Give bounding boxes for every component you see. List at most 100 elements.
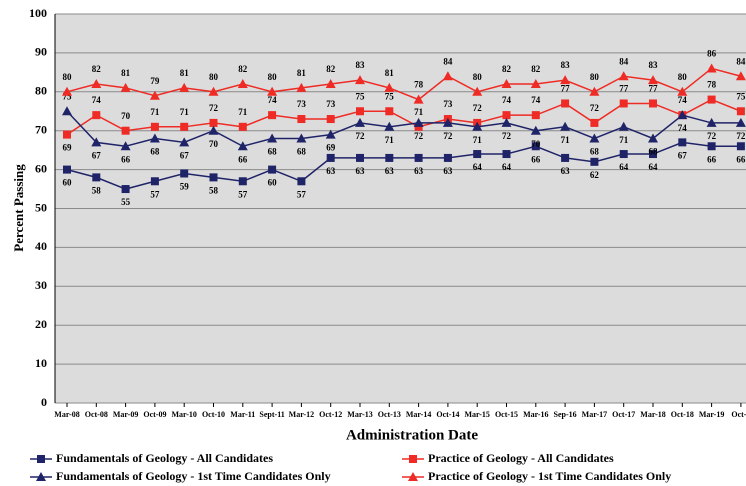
x-tick-label: Oct-08 [85,410,108,419]
data-label: 72 [502,131,512,141]
legend-label: Practice of Geology - 1st Time Candidate… [428,469,671,483]
data-label: 80 [590,72,600,82]
x-tick-label: Mar-08 [54,410,79,419]
data-point [384,82,395,92]
data-point [649,150,657,159]
x-tick-label: Mar-11 [230,410,255,419]
data-point [619,150,628,159]
series-line [66,98,742,136]
data-point [296,82,307,92]
data-label: 78 [707,80,717,90]
data-point [91,79,102,89]
data-label: 74 [502,95,512,105]
x-tick-label: Mar-19 [699,410,724,419]
data-label: 66 [531,154,541,164]
y-tick-label: 0 [41,395,47,409]
data-label: 78 [414,80,424,90]
data-point [326,115,335,124]
data-point [678,138,687,147]
legend-label: Fundamentals of Geology - All Candidates [56,451,273,465]
data-label: 68 [649,147,659,157]
data-point [472,121,483,131]
data-label: 63 [561,166,571,176]
data-label: 57 [238,189,248,199]
data-point [150,122,159,131]
data-point [325,129,336,139]
data-point [442,71,453,81]
data-point [209,118,218,127]
data-label: 86 [707,49,717,59]
data-point [413,117,424,127]
y-axis-label: Percent Passing [11,164,26,252]
data-label: 82 [238,64,248,74]
data-point [472,86,483,96]
data-label: 57 [150,189,160,199]
data-point [531,142,540,151]
data-label: 74 [531,95,541,105]
data-label: 58 [209,185,219,195]
x-tick-label: Mar-18 [640,410,665,419]
data-point [209,173,218,182]
data-label: 70 [531,139,541,149]
data-label: 59 [180,182,190,192]
data-point [589,86,600,96]
data-label: 64 [649,162,659,172]
data-label: 72 [473,103,483,113]
data-label: 74 [678,123,688,133]
data-label: 68 [297,147,307,157]
x-tick-label: Oct-17 [612,410,635,419]
data-label: 80 [63,72,73,82]
data-point [414,153,423,162]
data-point [618,121,629,131]
data-label: 84 [736,56,746,66]
data-point [443,153,452,162]
data-point [355,75,365,85]
y-tick-label: 30 [35,278,47,292]
data-point [297,115,306,124]
x-tick-label: Mar-14 [406,410,431,419]
data-point [619,99,628,108]
data-point [356,153,364,162]
data-label: 57 [297,189,307,199]
data-label: 83 [649,60,659,70]
data-point [326,153,335,162]
data-label: 72 [736,131,746,141]
data-label: 69 [63,143,73,153]
y-tick-label: 80 [35,84,47,98]
data-point [473,150,482,159]
data-label: 66 [238,154,248,164]
data-label: 64 [473,162,483,172]
data-label: 68 [590,147,600,157]
y-tick-label: 20 [35,317,47,331]
data-label: 79 [150,76,160,86]
data-point [648,133,658,143]
data-label: 81 [121,68,131,78]
data-point [267,133,278,143]
data-point [707,142,716,151]
data-label: 63 [414,166,424,176]
data-point [297,177,306,186]
data-point [501,117,512,127]
data-label: 66 [121,154,131,164]
data-point [735,117,746,127]
data-label: 73 [326,99,336,109]
x-tick-label: Mar-15 [464,410,489,419]
y-tick-label: 100 [29,6,47,20]
data-point [706,117,717,127]
data-point [120,141,131,151]
data-label: 83 [561,60,571,70]
data-label: 66 [707,154,717,164]
data-point [149,133,160,143]
data-label: 72 [590,103,600,113]
data-point [561,153,570,162]
data-label: 81 [180,68,190,78]
x-tick-label: Mar-09 [113,410,138,419]
data-label: 80 [268,72,278,82]
data-point [384,121,395,131]
data-point [179,137,190,147]
data-point [560,121,571,131]
data-point [677,86,688,96]
data-label: 58 [92,185,102,195]
data-point [62,106,72,116]
